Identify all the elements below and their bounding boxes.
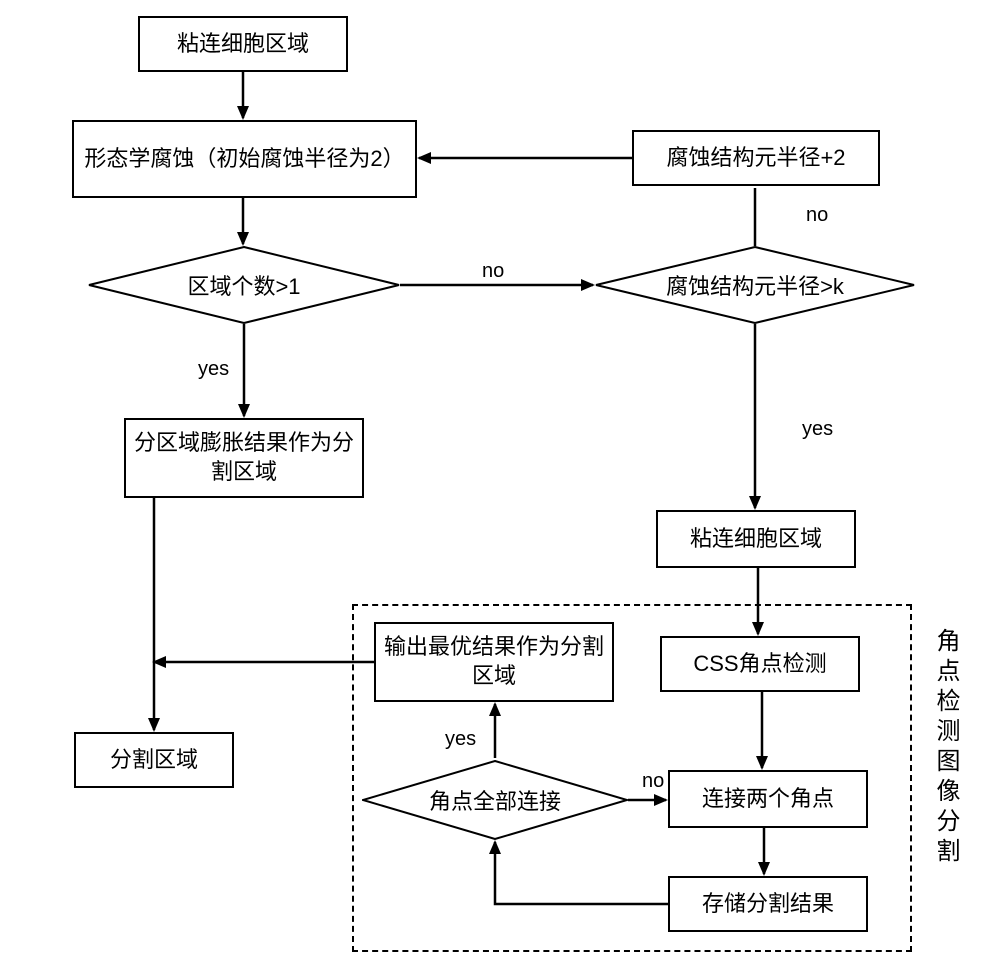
vlabel-text: 角点检测图像分割 <box>932 628 959 868</box>
node-text: 腐蚀结构元半径+2 <box>666 144 845 173</box>
node-text: 分割区域 <box>110 746 198 775</box>
node-morph-erosion: 形态学腐蚀（初始腐蚀半径为2） <box>72 120 417 198</box>
node-text: 分区域膨胀结果作为分割区域 <box>130 429 358 486</box>
group-vertical-label: 角点检测图像分割 <box>928 628 963 868</box>
corner-detection-group <box>352 604 912 952</box>
label-no-3: no <box>642 770 664 793</box>
label-yes-3: yes <box>445 728 476 751</box>
label-no-1: no <box>482 260 504 283</box>
node-text: 形态学腐蚀（初始腐蚀半径为2） <box>84 145 404 174</box>
decision-radius-gt-k: 腐蚀结构元半径>k <box>595 246 915 324</box>
node-radius-plus-2: 腐蚀结构元半径+2 <box>632 130 880 186</box>
node-adherent-cells-1: 粘连细胞区域 <box>138 16 348 72</box>
decision-region-count: 区域个数>1 <box>88 246 400 324</box>
node-text: 粘连细胞区域 <box>177 30 309 59</box>
node-adherent-cells-2: 粘连细胞区域 <box>656 510 856 568</box>
node-dilate-result: 分区域膨胀结果作为分割区域 <box>124 418 364 498</box>
label-yes-2: yes <box>802 418 833 441</box>
node-text: 腐蚀结构元半径>k <box>666 269 844 301</box>
node-text: 粘连细胞区域 <box>690 525 822 554</box>
label-no-2: no <box>806 204 828 227</box>
label-yes-1: yes <box>198 358 229 381</box>
node-segment-region: 分割区域 <box>74 732 234 788</box>
node-text: 角点全部连接 <box>429 784 561 816</box>
node-text: 区域个数>1 <box>187 269 300 301</box>
